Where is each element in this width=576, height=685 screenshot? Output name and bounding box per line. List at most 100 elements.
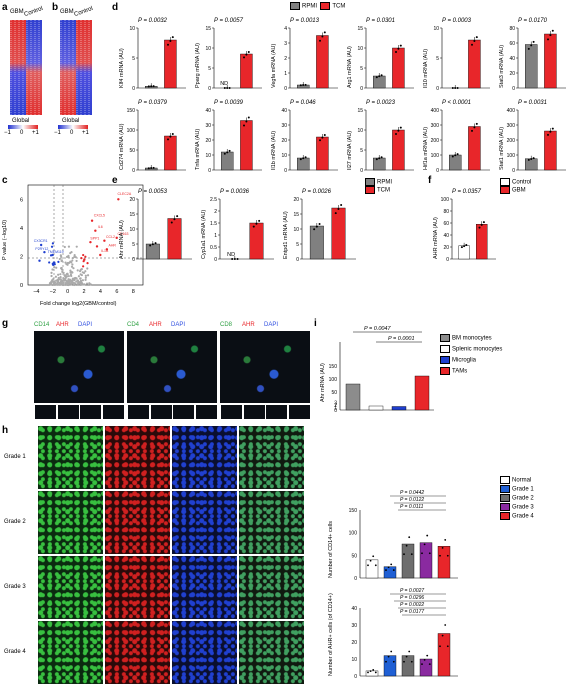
legend-e-tcm-swatch: [365, 186, 375, 194]
legend-d-tcm-swatch: [320, 2, 331, 10]
y-tick-label: 100: [127, 128, 136, 134]
volcano-point: [75, 277, 78, 280]
bar: [309, 225, 324, 260]
panel-g-label: CD8: [220, 322, 233, 328]
y-tick-label: 10: [351, 657, 357, 663]
y-tick-label: 150: [329, 364, 338, 370]
volcano-point: [79, 277, 82, 280]
data-point: [403, 660, 405, 663]
bar-chart-d: P = 0.0057 Pparg mRNA (AU) 0 5 10 15 ND: [195, 18, 262, 92]
data-point: [428, 663, 431, 665]
volcano-point: [76, 269, 79, 272]
volcano-point: [59, 283, 62, 286]
bar-chart-ylabel: Klf4 mRNA (AU): [119, 48, 125, 88]
volcano-point: [69, 279, 72, 282]
data-point: [247, 50, 250, 53]
y-tick-label: 0: [284, 168, 287, 174]
volcano-xtick: 8: [132, 289, 135, 295]
bar: [368, 405, 384, 411]
y-tick-label: 40: [205, 108, 211, 114]
y-tick-label: 60: [509, 41, 515, 47]
volcano-point: [57, 278, 61, 281]
bar: [544, 130, 557, 171]
bar-chart-pvalue: P = 0.0036: [220, 189, 250, 195]
bar: [240, 53, 253, 89]
volcano-xtick: 6: [115, 289, 118, 295]
data-point: [547, 133, 549, 136]
y-tick-label: 60: [443, 221, 449, 227]
panel-letter-b: b: [52, 2, 59, 13]
data-point: [226, 87, 229, 89]
y-tick-label: 20: [205, 138, 211, 144]
data-point: [302, 157, 305, 160]
y-tick-label: 0: [132, 168, 135, 174]
volcano-point: [80, 268, 83, 271]
data-point: [527, 47, 530, 50]
y-tick-label: 100: [329, 377, 338, 383]
data-point: [399, 126, 402, 129]
volcano-point: [62, 281, 65, 284]
volcano-point: [79, 279, 83, 282]
y-tick-label: 1: [284, 71, 287, 77]
legend-e-tcm: TCM: [377, 187, 390, 194]
bar-chart-d: P = 0.0379 Cd274 mRNA (AU) 0 50 100 150: [119, 100, 186, 174]
data-point: [223, 87, 226, 89]
bar: [449, 154, 462, 171]
volcano-label-up: CLEC2A: [118, 192, 132, 196]
legend-h-label: Grade 1: [512, 486, 534, 493]
legend-i-item: BM monocytes: [440, 334, 502, 342]
bar: [468, 126, 481, 171]
heatmap-b-col-control: Control: [73, 5, 94, 19]
y-tick-label: 0: [360, 168, 363, 174]
data-point: [375, 158, 378, 161]
legend-i-label: Microglia: [452, 357, 477, 364]
volcano-point: [50, 274, 53, 278]
data-point: [154, 242, 157, 245]
volcano-point: [67, 274, 70, 278]
y-tick-label: 5: [360, 66, 363, 72]
y-tick-label: 80: [509, 26, 515, 32]
heatmap-a: [10, 20, 42, 115]
panel-h-image: [105, 491, 170, 554]
volcano-point-up: [95, 245, 99, 248]
data-point: [454, 154, 457, 157]
legend-d-rpmi: RPMI: [302, 3, 317, 10]
data-point: [247, 116, 250, 119]
bar-chart-d: P = 0.0023 Il27 mRNA (AU) 0 5 10 15: [347, 100, 414, 174]
panel-g-label: DAPI: [78, 322, 93, 328]
chart-i-pvalue: P = 0.0001: [388, 336, 415, 342]
y-tick-label: 4: [284, 26, 287, 32]
panel-g-thumb: [265, 404, 288, 420]
data-point: [337, 208, 340, 211]
y-tick-label: 10: [205, 153, 211, 159]
legend-d-rpmi-swatch: [290, 2, 300, 10]
volcano-point-up: [90, 219, 94, 222]
data-point: [318, 223, 321, 226]
panel-g-thumb: [56, 404, 80, 420]
data-point: [369, 559, 372, 562]
data-point: [473, 39, 476, 42]
bar: [383, 566, 397, 579]
bar-chart-pvalue: P = 0.0032: [138, 18, 168, 24]
bar: [437, 633, 451, 677]
bar-chart-ylabel: Il1b mRNA (AU): [271, 131, 277, 170]
panel-g-thumb: [149, 404, 173, 420]
bar-chart-ylabel: Hif1a mRNA (AU): [423, 127, 429, 170]
bar-chart-e: P = 0.0026 Entpd1 mRNA (AU) 0 5 10 15 20: [283, 189, 356, 263]
legend-e: RPMI TCM: [365, 178, 392, 194]
data-point: [551, 29, 554, 32]
data-point: [152, 166, 155, 169]
legend-f-gbm-swatch: [500, 186, 510, 194]
data-point: [302, 84, 305, 87]
heatmap-b-legend-title: Global: [62, 118, 80, 124]
data-point: [228, 87, 231, 89]
chart-h-pvalue: P = 0.0111: [400, 504, 424, 510]
data-point: [551, 127, 554, 130]
volcano-point: [85, 282, 89, 285]
y-tick-label: 30: [281, 123, 287, 129]
chart-h-ylabel: Number of AHR+ cells (of CD14+): [328, 593, 334, 676]
chart-h-ylabel: Number of CD14+ cells: [328, 521, 334, 578]
data-point: [451, 155, 454, 158]
nd-label: ND: [227, 252, 235, 258]
volcano-point-down: [51, 253, 54, 257]
